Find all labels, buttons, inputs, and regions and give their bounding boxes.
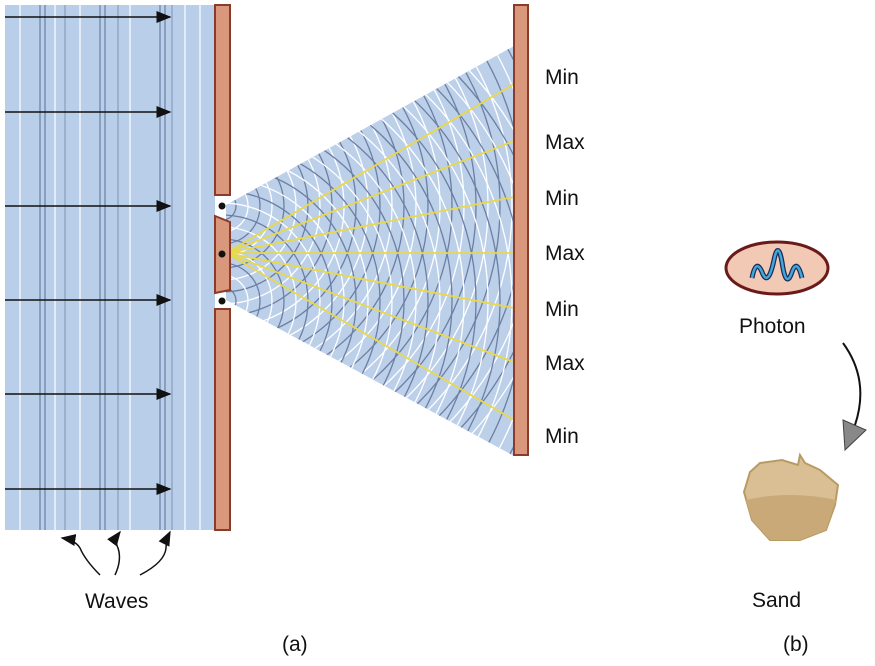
wavefront-arc bbox=[226, 155, 273, 257]
wavefront-arc bbox=[226, 118, 405, 456]
wavefront-arc bbox=[226, 46, 477, 456]
double-slit-barrier bbox=[214, 4, 231, 531]
wavefront-arc bbox=[226, 46, 393, 377]
caption-b: (b) bbox=[783, 633, 809, 656]
wavefront-arc bbox=[226, 46, 453, 437]
wavefront-arc bbox=[226, 154, 369, 448]
wavefront-arc bbox=[226, 142, 381, 456]
barrier-center-dot bbox=[218, 250, 226, 258]
caption-a: (a) bbox=[282, 633, 308, 656]
wavefront-arc bbox=[226, 46, 513, 456]
wavefront-arc bbox=[226, 46, 405, 389]
screen-labels: Min Max Min Max Min Max Min bbox=[545, 66, 585, 448]
wavefront-arc bbox=[226, 119, 309, 293]
maxima-lines bbox=[225, 83, 515, 421]
max-line bbox=[225, 196, 515, 254]
wavefront-arc bbox=[226, 262, 261, 340]
wavefront-arc bbox=[226, 143, 285, 269]
max-line bbox=[225, 83, 515, 254]
wavefront-arc bbox=[226, 46, 489, 456]
photon-label: Photon bbox=[739, 315, 806, 338]
wavefront-arc bbox=[226, 70, 453, 456]
screen-label: Min bbox=[545, 425, 579, 448]
propagation-arrows bbox=[5, 11, 172, 495]
wavefront-arc bbox=[226, 202, 321, 400]
wavefront-arc bbox=[226, 58, 465, 456]
wavefront-arc bbox=[226, 274, 249, 328]
screen-label: Min bbox=[545, 298, 579, 321]
wavefront-arc bbox=[226, 46, 441, 425]
detection-screen bbox=[513, 4, 529, 456]
max-line bbox=[225, 252, 515, 309]
wavefront-arc bbox=[226, 47, 381, 365]
wavefront-arc bbox=[226, 226, 297, 376]
max-line bbox=[225, 140, 515, 254]
wavefront-arc bbox=[226, 46, 501, 456]
wavefront-arc bbox=[226, 46, 513, 456]
wavefront-arc bbox=[226, 130, 393, 456]
wavefront-arc bbox=[226, 46, 429, 413]
screen-label: Max bbox=[545, 131, 585, 154]
screen-label: Min bbox=[545, 66, 579, 89]
interference-pattern bbox=[225, 46, 515, 456]
plane-wavefronts bbox=[19, 5, 201, 530]
incoming-wave-region bbox=[5, 5, 215, 530]
max-line bbox=[225, 252, 515, 363]
wavefront-arc bbox=[226, 190, 333, 412]
wavefront-arc bbox=[226, 131, 297, 281]
slit-2-source bbox=[218, 297, 226, 305]
wavefront-arc bbox=[226, 166, 357, 436]
wavefront-arc bbox=[226, 46, 417, 401]
wavefront-arc bbox=[226, 71, 357, 341]
slit-1-source bbox=[218, 202, 226, 210]
wavefront-arc bbox=[226, 191, 237, 221]
screen-label: Max bbox=[545, 242, 585, 265]
wavefront-arc bbox=[226, 238, 285, 364]
waves-label: Waves bbox=[85, 590, 148, 613]
wavefront-arc bbox=[226, 178, 345, 424]
waves-pointers bbox=[60, 530, 171, 576]
wavefront-arc bbox=[226, 59, 369, 353]
wavefront-arc bbox=[226, 106, 417, 456]
wavefront-arc bbox=[226, 167, 261, 245]
wavefront-arc bbox=[226, 250, 273, 352]
wavefront-arc bbox=[226, 46, 501, 456]
wavefront-arc bbox=[226, 107, 321, 305]
max-line bbox=[225, 252, 515, 421]
wavefront-arc bbox=[226, 82, 441, 456]
screen-label: Max bbox=[545, 352, 585, 375]
photon-icon bbox=[724, 240, 830, 296]
sand-label: Sand bbox=[752, 589, 801, 612]
wavefront-arc bbox=[226, 95, 333, 317]
wavefront-arc bbox=[226, 286, 237, 316]
wavefront-arc bbox=[226, 94, 429, 456]
wavefront-arc bbox=[226, 46, 489, 456]
wavefront-arc bbox=[226, 83, 345, 329]
sand-grain-icon bbox=[742, 452, 840, 541]
curved-arrow-icon bbox=[842, 342, 867, 452]
screen-label: Min bbox=[545, 187, 579, 210]
